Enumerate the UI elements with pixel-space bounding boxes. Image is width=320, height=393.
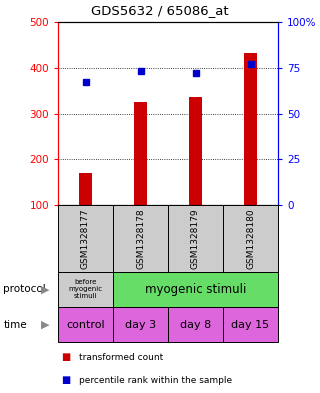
Text: GSM1328180: GSM1328180 <box>246 208 255 269</box>
Text: day 3: day 3 <box>125 320 156 329</box>
Text: day 8: day 8 <box>180 320 211 329</box>
Bar <box>113 272 278 307</box>
Bar <box>58 272 113 307</box>
Text: protocol: protocol <box>3 285 46 294</box>
Bar <box>79 173 92 205</box>
Text: GSM1328178: GSM1328178 <box>136 208 145 269</box>
Text: GSM1328177: GSM1328177 <box>81 208 90 269</box>
Bar <box>134 102 148 205</box>
Text: GDS5632 / 65086_at: GDS5632 / 65086_at <box>91 4 229 18</box>
Text: ■: ■ <box>61 352 70 362</box>
Bar <box>223 307 278 342</box>
Text: day 15: day 15 <box>231 320 269 329</box>
Text: ■: ■ <box>61 375 70 385</box>
Text: ▶: ▶ <box>41 285 50 294</box>
Bar <box>188 97 202 205</box>
Bar <box>113 205 168 272</box>
Bar <box>244 53 257 205</box>
Bar <box>58 307 113 342</box>
Text: transformed count: transformed count <box>79 353 163 362</box>
Bar <box>223 205 278 272</box>
Text: percentile rank within the sample: percentile rank within the sample <box>79 376 232 385</box>
Text: myogenic stimuli: myogenic stimuli <box>145 283 246 296</box>
Text: time: time <box>3 320 27 329</box>
Text: ▶: ▶ <box>41 320 50 329</box>
Bar <box>113 307 168 342</box>
Text: before
myogenic
stimuli: before myogenic stimuli <box>68 279 103 299</box>
Bar <box>58 205 113 272</box>
Bar <box>168 205 223 272</box>
Text: control: control <box>66 320 105 329</box>
Text: GSM1328179: GSM1328179 <box>191 208 200 269</box>
Bar <box>168 307 223 342</box>
